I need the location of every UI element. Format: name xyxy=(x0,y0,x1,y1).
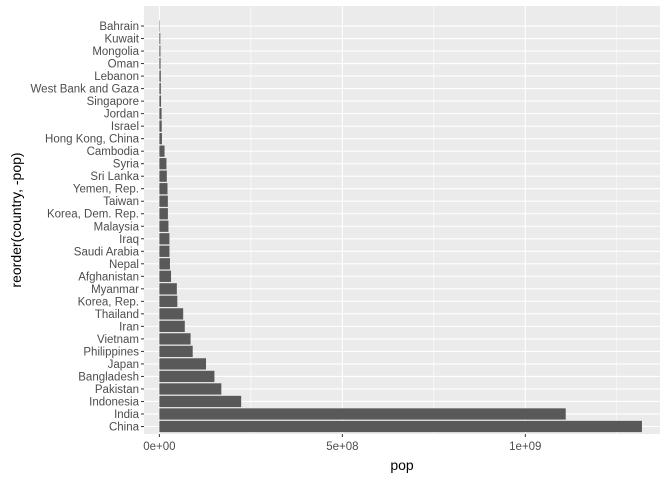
bar xyxy=(159,233,169,244)
bar xyxy=(159,158,166,169)
y-tick-label: Saudi Arabia xyxy=(74,246,140,258)
bar xyxy=(159,321,184,332)
y-tick-label: Vietnam xyxy=(97,334,139,346)
y-axis-title: reorder(country, -pop) xyxy=(8,152,24,287)
bar xyxy=(159,108,161,119)
x-tick-label: 1e+09 xyxy=(509,441,541,453)
y-tick-label: Israel xyxy=(111,121,139,133)
y-tick-label: West Bank and Gaza xyxy=(31,84,140,96)
bar xyxy=(159,183,167,194)
bar xyxy=(159,121,161,132)
bar xyxy=(159,421,642,432)
bar xyxy=(159,95,161,106)
bar xyxy=(159,408,565,419)
bar xyxy=(159,333,190,344)
y-tick-label: Myanmar xyxy=(91,284,139,296)
y-tick-label: Bahrain xyxy=(99,21,139,33)
panel-background xyxy=(144,6,660,434)
x-tick-label: 5e+08 xyxy=(326,441,358,453)
y-tick-label: Jordan xyxy=(104,109,139,121)
bar xyxy=(159,283,176,294)
y-tick-label: Oman xyxy=(108,59,139,71)
y-tick-label: Indonesia xyxy=(89,396,139,408)
y-tick-label: Korea, Rep. xyxy=(78,296,139,308)
bar xyxy=(159,358,206,369)
y-tick-label: Iraq xyxy=(119,234,139,246)
bar xyxy=(159,171,166,182)
x-tick-label: 0e+00 xyxy=(143,441,175,453)
bar xyxy=(159,246,169,257)
bar xyxy=(159,146,164,157)
y-tick-label: Mongolia xyxy=(92,46,139,58)
y-tick-label: China xyxy=(109,421,140,433)
bar xyxy=(159,396,241,407)
y-tick-label: Pakistan xyxy=(95,384,139,396)
y-tick-label: Syria xyxy=(113,159,140,171)
bar xyxy=(159,308,183,319)
y-tick-label: India xyxy=(114,409,140,421)
bar xyxy=(159,58,160,69)
y-tick-label: Nepal xyxy=(109,259,139,271)
y-tick-label: Iran xyxy=(119,321,139,333)
y-tick-label: Taiwan xyxy=(103,196,139,208)
y-tick-label: Cambodia xyxy=(87,146,140,158)
bar xyxy=(159,70,160,81)
bar xyxy=(159,271,171,282)
y-tick-label: Singapore xyxy=(87,96,139,108)
y-tick-label: Lebanon xyxy=(94,71,139,83)
x-axis-ticks: 0e+00 5e+08 1e+09 xyxy=(143,434,541,453)
y-tick-label: Malaysia xyxy=(94,221,140,233)
bar xyxy=(159,133,162,144)
y-tick-label: Japan xyxy=(108,359,139,371)
y-tick-label: Korea, Dem. Rep. xyxy=(47,209,139,221)
y-tick-label: Yemen, Rep. xyxy=(73,184,139,196)
bar xyxy=(159,33,160,44)
y-tick-label: Philippines xyxy=(83,346,139,358)
y-axis-ticks: ChinaIndiaIndonesiaPakistanBangladeshJap… xyxy=(31,21,144,433)
bar xyxy=(159,208,168,219)
bar xyxy=(159,371,214,382)
bar xyxy=(159,221,168,232)
y-tick-label: Thailand xyxy=(95,309,139,321)
bar xyxy=(159,258,170,269)
y-tick-label: Sri Lanka xyxy=(90,171,139,183)
bar xyxy=(159,383,221,394)
bar xyxy=(159,83,160,94)
y-tick-label: Hong Kong, China xyxy=(45,134,140,146)
x-axis-title: pop xyxy=(390,457,414,473)
y-tick-label: Afghanistan xyxy=(78,271,139,283)
bar xyxy=(159,196,167,207)
y-tick-label: Kuwait xyxy=(104,34,139,46)
y-tick-label: Bangladesh xyxy=(78,371,139,383)
bar xyxy=(159,45,160,56)
bar xyxy=(159,296,177,307)
bar xyxy=(159,346,192,357)
